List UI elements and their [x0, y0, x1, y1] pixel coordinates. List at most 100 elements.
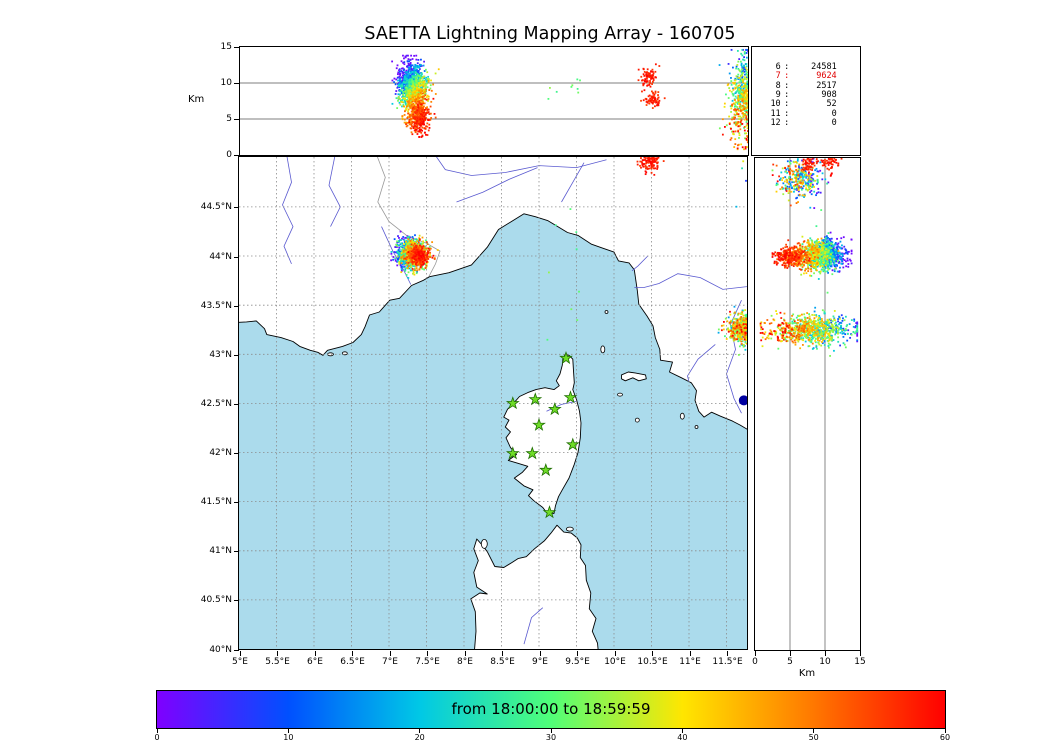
axis-tick: [789, 651, 791, 656]
right-altitude-tick-label: 0: [752, 657, 758, 667]
longitude-tick-label: 5.5°E: [265, 657, 290, 667]
stats-cell: 6: [775, 61, 781, 72]
longitude-tick-label: 7°E: [382, 657, 398, 667]
latitude-tick-label: 43.5°N: [200, 300, 232, 311]
axis-tick: [234, 305, 239, 307]
axis-tick: [689, 651, 691, 656]
axis-tick: [824, 651, 826, 656]
stats-cell: 7: [775, 71, 781, 82]
longitude-tick-label: 9.5°E: [565, 657, 590, 667]
stats-cell: 8: [775, 80, 781, 91]
axis-tick: [577, 651, 579, 656]
axis-tick: [234, 453, 239, 454]
axis-tick: [234, 118, 239, 120]
axis-tick: [234, 46, 239, 48]
latitude-tick-label: 40°N: [209, 644, 232, 655]
stats-cell: 9624: [816, 71, 837, 82]
stats-cell: :: [784, 89, 790, 100]
axis-tick: [539, 651, 541, 656]
axis-tick: [352, 651, 353, 656]
stats-row: 9: 908: [765, 89, 837, 100]
axis-tick: [287, 729, 289, 733]
map-scatter: [239, 157, 748, 650]
axis-tick: [234, 207, 239, 209]
axis-tick: [652, 651, 654, 656]
altitude-tick-label: 5: [226, 113, 232, 124]
axis-tick: [239, 651, 241, 656]
axis-tick: [813, 729, 815, 733]
axis-tick: [502, 651, 503, 656]
longitude-tick-label: 11°E: [679, 657, 701, 667]
axis-tick: [727, 651, 729, 656]
axis-tick: [681, 729, 683, 733]
stats-cell: 0: [831, 118, 837, 129]
stats-cell: 24581: [811, 61, 837, 72]
right-altitude-tick-label: 15: [854, 657, 866, 667]
axis-tick: [944, 729, 946, 733]
colorbar-tick-label: 0: [154, 733, 160, 742]
axis-tick: [464, 651, 466, 656]
colorbar-label: from 18:00:00 to 18:59:59: [451, 700, 651, 718]
longitude-tick-label: 10°E: [604, 657, 626, 667]
station-count-stats-box: 6: 24581 7: 9624 8: 2517 9: 908 10: 52 11: 0 12: 0: [750, 45, 861, 156]
stats-row: 7: 9624: [765, 71, 837, 82]
longitude-tick-label: 8.5°E: [490, 657, 515, 667]
longitude-tick-label: 8°E: [457, 657, 473, 667]
stats-cell: :: [784, 118, 790, 129]
stats-row: 10: 52: [765, 99, 837, 110]
stats-rows: 6: 24581 7: 9624 8: 2517 9: 908 10: 52 11: 0 12: 0: [765, 61, 837, 129]
altitude-tick-label: 0: [226, 149, 232, 160]
longitude-tick-label: 7.5°E: [415, 657, 440, 667]
axis-tick: [614, 651, 616, 656]
axis-tick: [234, 403, 239, 405]
longitude-tick-label: 10.5°E: [637, 657, 668, 667]
stats-cell: :: [784, 80, 790, 91]
colorbar-tick-label: 40: [677, 733, 688, 742]
stats-cell: 908: [821, 89, 837, 100]
stats-cell: :: [784, 61, 790, 72]
latitude-tick-label: 41.5°N: [200, 497, 232, 508]
colorbar-tick-label: 60: [939, 733, 951, 742]
stats-row: 12: 0: [765, 118, 837, 129]
latitude-tick-label: 42°N: [209, 448, 232, 458]
axis-tick: [234, 600, 239, 602]
axis-tick: [859, 651, 861, 656]
axis-tick: [234, 502, 239, 504]
stats-cell: :: [784, 71, 790, 82]
latitude-tick-label: 42.5°N: [200, 398, 232, 409]
stats-cell: 11: [770, 108, 781, 119]
axis-tick: [427, 651, 428, 656]
altitude-latitude-panel: [753, 156, 861, 651]
longitude-tick-label: 11.5°E: [712, 657, 743, 667]
axis-tick: [314, 651, 316, 656]
map-panel: [238, 156, 749, 651]
colorbar-tick-label: 10: [283, 733, 294, 742]
altitude-longitude-panel: [238, 45, 749, 156]
stats-cell: :: [784, 99, 790, 110]
axis-tick: [234, 82, 239, 84]
colorbar-tick-label: 20: [414, 733, 425, 742]
stats-cell: 52: [826, 99, 837, 110]
axis-tick: [234, 256, 239, 258]
axis-tick: [419, 729, 421, 733]
longitude-tick-label: 6.5°E: [340, 657, 365, 667]
right-altitude-tick-label: 5: [787, 657, 793, 667]
axis-tick: [234, 354, 239, 356]
axis-tick: [234, 551, 239, 553]
stats-row: 8: 2517: [765, 80, 837, 91]
right-altitude-axis-label: Km: [798, 668, 816, 679]
latitude-tick-label: 41°N: [209, 546, 232, 557]
altitude-latitude-scatter: [754, 157, 860, 650]
stats-row: 11: 0: [765, 108, 837, 119]
stats-cell: 0: [831, 108, 837, 119]
longitude-tick-label: 6°E: [307, 657, 323, 667]
colorbar-tick-label: 50: [808, 733, 819, 742]
axis-tick: [754, 651, 756, 656]
colorbar: from 18:00:00 to 18:59:59: [156, 690, 946, 729]
right-altitude-tick-label: 10: [819, 657, 831, 667]
altitude-tick-label: 10: [220, 77, 232, 88]
colorbar-tick-label: 30: [545, 733, 557, 742]
axis-tick: [156, 729, 158, 733]
stats-cell: :: [784, 108, 790, 119]
